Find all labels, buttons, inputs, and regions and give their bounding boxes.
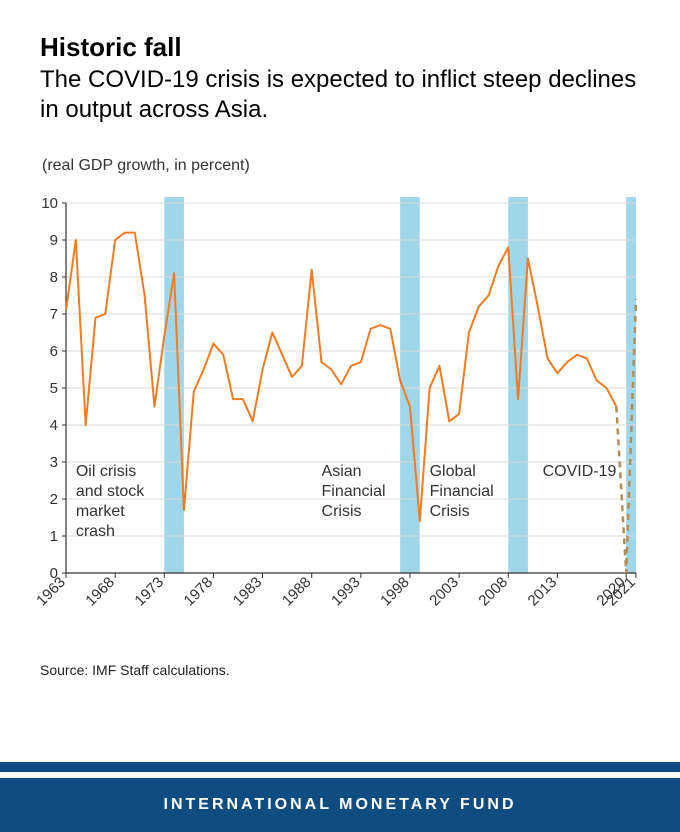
source-text: Source: IMF Staff calculations.	[0, 662, 680, 678]
y-axis-label: (real GDP growth, in percent)	[42, 157, 652, 175]
footer: INTERNATIONAL MONETARY FUND	[0, 762, 680, 832]
chart-annotation: COVID-19	[543, 462, 623, 482]
svg-text:7: 7	[50, 306, 58, 323]
svg-text:1968: 1968	[82, 574, 118, 610]
line-chart: 0123456789101963196819731978198319881993…	[28, 175, 638, 635]
svg-text:9: 9	[50, 232, 58, 249]
footer-accent-bar	[0, 762, 680, 772]
svg-text:2003: 2003	[426, 574, 462, 610]
header: Historic fall The COVID-19 crisis is exp…	[0, 0, 680, 135]
chart-card: Historic fall The COVID-19 crisis is exp…	[0, 0, 680, 832]
svg-text:1993: 1993	[328, 574, 364, 610]
svg-text:8: 8	[50, 269, 58, 286]
svg-text:1963: 1963	[33, 574, 69, 610]
svg-text:2: 2	[50, 491, 58, 508]
chart-annotation: Global Financial Crisis	[430, 462, 510, 522]
footer-bar: INTERNATIONAL MONETARY FUND	[0, 778, 680, 832]
svg-text:3: 3	[50, 454, 58, 471]
svg-text:1973: 1973	[131, 574, 167, 610]
svg-text:1998: 1998	[377, 574, 413, 610]
footer-text: INTERNATIONAL MONETARY FUND	[164, 796, 517, 814]
svg-text:1983: 1983	[230, 574, 266, 610]
svg-text:2008: 2008	[475, 574, 511, 610]
svg-text:5: 5	[50, 380, 58, 397]
chart-annotation: Asian Financial Crisis	[322, 462, 402, 522]
chart-title: Historic fall	[40, 32, 640, 63]
svg-text:1988: 1988	[279, 574, 315, 610]
svg-text:1978: 1978	[181, 574, 217, 610]
svg-text:1: 1	[50, 528, 58, 545]
chart-area: (real GDP growth, in percent) 0123456789…	[0, 135, 680, 640]
svg-text:4: 4	[50, 417, 58, 434]
chart-annotation: Oil crisis and stock market crash	[76, 462, 166, 542]
chart-subtitle: The COVID-19 crisis is expected to infli…	[40, 65, 640, 125]
svg-text:2013: 2013	[525, 574, 561, 610]
svg-text:10: 10	[41, 195, 58, 212]
svg-text:6: 6	[50, 343, 58, 360]
